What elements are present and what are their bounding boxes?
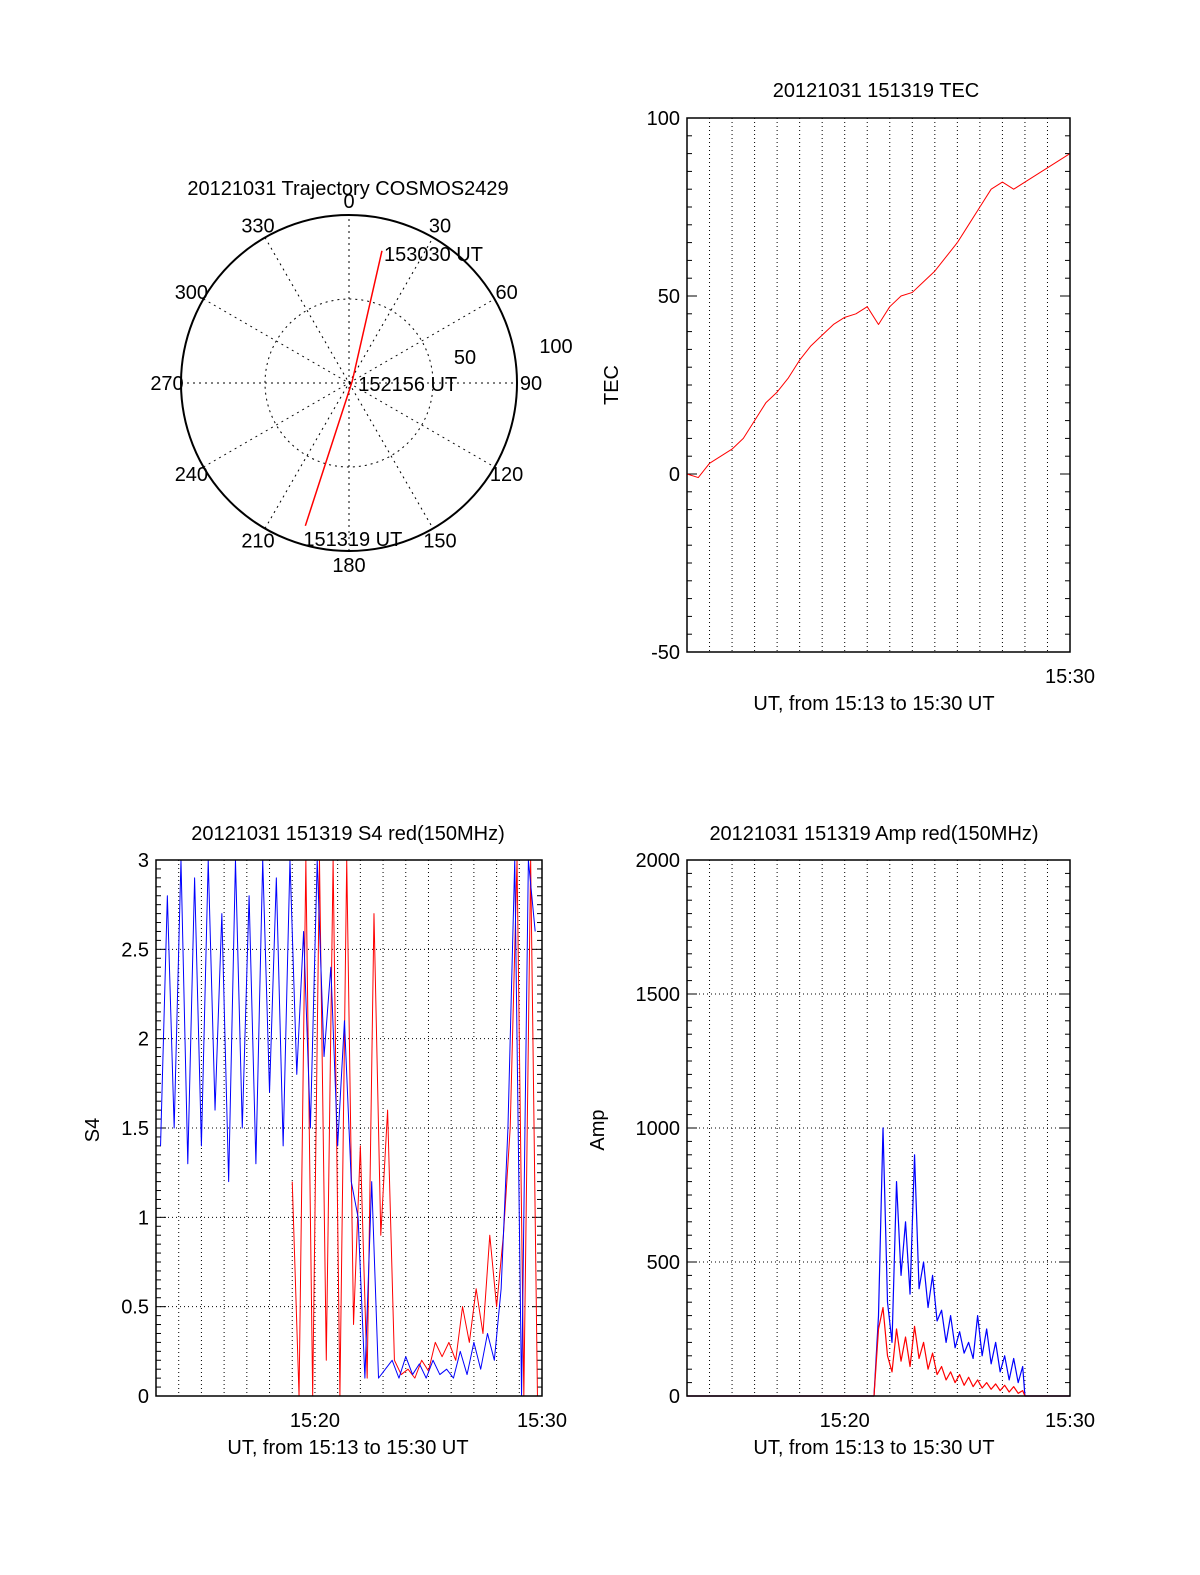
polar-azimuth-label: 60 xyxy=(495,282,517,304)
y-tick-label: 0 xyxy=(669,1386,680,1408)
polar-radial-label: 100 xyxy=(539,336,572,358)
tec-xlabel: UT, from 15:13 to 15:30 UT xyxy=(753,693,994,715)
polar-azimuth-label: 210 xyxy=(241,531,274,553)
y-tick-label: 100 xyxy=(647,108,680,130)
x-tick-label: 15:20 xyxy=(290,1410,340,1432)
polar-azimuth-label: 30 xyxy=(429,215,451,237)
amp-xlabel: UT, from 15:13 to 15:30 UT xyxy=(753,1437,994,1459)
polar-azimuth-label: 300 xyxy=(175,282,208,304)
trajectory-time-label: 151319 UT xyxy=(303,529,402,551)
plot-frame xyxy=(686,859,1071,1397)
polar-azimuth-label: 90 xyxy=(520,373,542,395)
polar-title: 20121031 Trajectory COSMOS2429 xyxy=(187,178,508,200)
amp-ylabel: Amp xyxy=(587,1109,609,1150)
tec-ylabel: TEC xyxy=(601,365,623,405)
polar-azimuth-label: 0 xyxy=(343,191,354,213)
y-tick-label: 2.5 xyxy=(121,939,149,961)
x-tick-label: 15:20 xyxy=(820,1410,870,1432)
y-tick-label: 3 xyxy=(138,850,149,872)
s4-ylabel: S4 xyxy=(82,1118,104,1142)
polar-spoke xyxy=(264,237,434,529)
y-tick-label: 2 xyxy=(138,1029,149,1051)
tec-plot-area: -50 0 50 100 15:30 xyxy=(647,108,1095,688)
series-line xyxy=(687,1127,1070,1397)
y-tick-label: 1 xyxy=(138,1207,149,1229)
y-tick-label: 1500 xyxy=(636,984,681,1006)
amp-title: 20121031 151319 Amp red(150MHz) xyxy=(709,823,1038,845)
y-tick-label: 0.5 xyxy=(121,1297,149,1319)
trajectory-time-label: 153030 UT xyxy=(384,244,483,266)
s4-title: 20121031 151319 S4 red(150MHz) xyxy=(191,823,505,845)
y-tick-label: 1000 xyxy=(636,1118,681,1140)
s4-xlabel: UT, from 15:13 to 15:30 UT xyxy=(227,1437,468,1459)
polar-azimuth-label: 120 xyxy=(490,464,523,486)
y-tick-label: 0 xyxy=(669,464,680,486)
x-tick-label: 15:30 xyxy=(1045,1410,1095,1432)
trajectory-line xyxy=(304,250,383,527)
series-line xyxy=(686,153,1071,479)
y-tick-label: 0 xyxy=(138,1386,149,1408)
polar-radial-label: 50 xyxy=(454,347,476,369)
x-tick-label: 15:30 xyxy=(1045,666,1095,688)
x-tick-label: 15:30 xyxy=(517,1410,567,1432)
series-line xyxy=(687,1306,1070,1397)
tec-panel: 20121031 151319 TEC TEC UT, from 15:13 t… xyxy=(601,80,1095,715)
polar-azimuth-labels: 0 30 60 90 120 150 180 210 240 270 300 330 50 100 xyxy=(150,191,572,577)
plot-frame xyxy=(155,859,543,1397)
polar-azimuth-label: 270 xyxy=(150,373,183,395)
y-tick-label: -50 xyxy=(651,642,680,664)
polar-azimuth-label: 150 xyxy=(423,531,456,553)
polar-azimuth-label: 240 xyxy=(175,464,208,486)
polar-azimuth-label: 330 xyxy=(241,215,274,237)
y-tick-label: 2000 xyxy=(636,850,681,872)
plot-frame xyxy=(686,117,1071,653)
tec-title: 20121031 151319 TEC xyxy=(773,80,979,102)
polar-grid xyxy=(180,214,518,552)
trajectory-time-label: 152156 UT xyxy=(358,374,457,396)
y-tick-label: 500 xyxy=(647,1252,680,1274)
polar-azimuth-label: 180 xyxy=(332,555,365,577)
polar-panel: 20121031 Trajectory COSMOS2429 0 30 60 90 12… xyxy=(150,178,572,577)
series-line xyxy=(160,859,536,1397)
y-tick-label: 50 xyxy=(658,286,680,308)
amp-panel: 20121031 151319 Amp red(150MHz) Amp UT, … xyxy=(587,823,1095,1459)
s4-panel: 20121031 151319 S4 red(150MHz) S4 UT, fr… xyxy=(82,823,567,1459)
y-tick-label: 1.5 xyxy=(121,1118,149,1140)
polar-track: 153030 UT 152156 UT 151319 UT xyxy=(303,244,483,551)
amp-plot-area: 0 500 1000 1500 2000 15:20 15:30 xyxy=(636,850,1096,1432)
s4-plot-area: 0 0.5 1 1.5 2 2.5 3 15:20 15:30 xyxy=(121,850,567,1432)
